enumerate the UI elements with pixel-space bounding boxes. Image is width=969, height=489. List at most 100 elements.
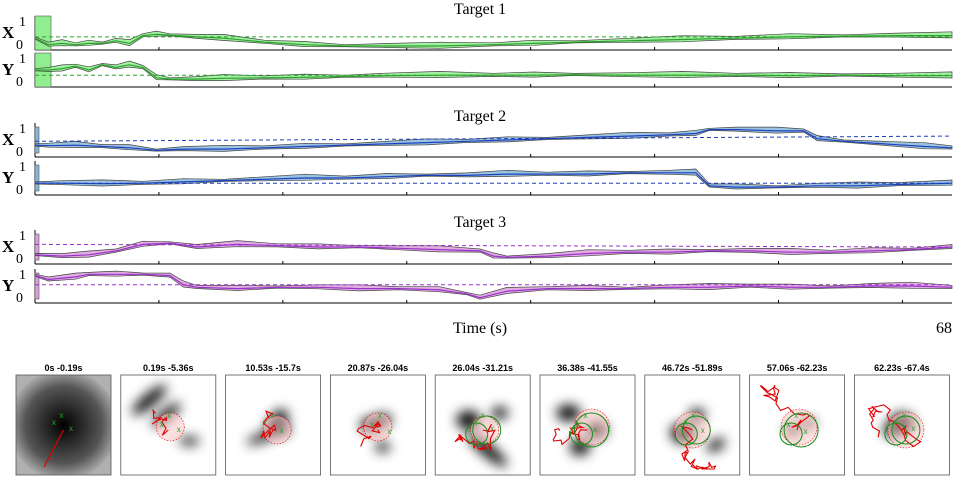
truth-line [34, 243, 953, 248]
estimate-circle [884, 422, 908, 446]
y-tick-label-bottom: 0 [16, 252, 23, 267]
density-blob [491, 407, 508, 419]
estimate-circle [465, 422, 489, 446]
snapshot-frame [329, 374, 426, 476]
uncertainty-circle [573, 408, 610, 446]
estimate-circle [472, 415, 502, 445]
estimate-line [34, 129, 953, 152]
target-marker: x [387, 427, 391, 436]
estimate-circle [681, 415, 711, 445]
snapshot-label: 0s -0.19s [44, 363, 82, 373]
uncertainty-band [34, 126, 953, 152]
y-tick-label-top: 1 [19, 160, 26, 175]
truth-line [34, 135, 953, 142]
snapshot-label: 36.38s -41.55s [557, 363, 618, 373]
estimate-line [34, 242, 953, 259]
x-axis-end-label: 68 [936, 320, 952, 337]
snapshot-label: 46.72s -51.89s [662, 363, 723, 373]
target-marker: x [280, 426, 284, 435]
y-tick-label-bottom: 0 [16, 75, 23, 90]
target-marker: x [69, 424, 73, 433]
panel-x: X1 0 [2, 229, 953, 267]
uncertainty-circle [262, 415, 292, 445]
track-line [43, 429, 65, 468]
initial-uncertainty-block [34, 164, 40, 192]
estimate-circle [570, 422, 593, 446]
uncertainty-band [34, 30, 953, 49]
track-line [680, 425, 717, 471]
y-tick-label-top: 1 [19, 52, 26, 67]
estimate-line [34, 273, 953, 299]
track-line [454, 423, 496, 451]
chart-title: Target 3 [454, 214, 506, 231]
snapshot-frame [854, 374, 950, 476]
y-tick-label-bottom: 0 [16, 145, 23, 160]
snapshot-label: 57.06s -62.23s [767, 363, 828, 373]
target-marker: x [52, 418, 56, 427]
target-marker: x [177, 425, 181, 434]
target-marker: x [804, 427, 808, 436]
density-blob [375, 442, 390, 452]
chart-title: Target 2 [454, 108, 506, 125]
snapshot-label: 20.87s -26.04s [348, 363, 409, 373]
estimate-circle [779, 422, 803, 446]
panel-y: Y1 0 [2, 52, 953, 90]
track-line [356, 420, 382, 447]
y-tick-label-top: 1 [19, 229, 26, 244]
snapshot-label: 26.04s -31.21s [452, 363, 513, 373]
target-marker: x [370, 420, 374, 429]
panel-label: Y [2, 60, 14, 79]
target-marker: x [576, 420, 580, 429]
target-marker: x [263, 418, 267, 427]
uncertainty-band [34, 168, 953, 190]
snapshot-frame [15, 374, 112, 476]
target-marker: x [270, 411, 274, 420]
target-marker: x [481, 411, 485, 420]
snapshot-label: 10.53s -15.7s [245, 363, 301, 373]
target-marker: x [490, 424, 494, 433]
initial-uncertainty-block [34, 126, 40, 154]
target-marker: x [701, 426, 705, 435]
y-tick-label-top: 1 [19, 122, 26, 137]
target-marker: x [691, 411, 695, 420]
target-marker: x [378, 411, 382, 420]
x-axis-label: Time (s) [453, 320, 507, 337]
chart-title: Target 1 [454, 1, 506, 18]
density-blob [179, 437, 200, 445]
panel-label: Y [2, 276, 14, 295]
target-marker: x [60, 411, 64, 420]
snapshot-frame [539, 374, 636, 476]
snapshot-label: 62.23s -67.4s [874, 363, 930, 373]
prior-density [16, 375, 111, 475]
snapshot-frame [225, 374, 322, 476]
snapshot-frame [120, 374, 217, 476]
panel-label: Y [2, 168, 14, 187]
panel-label: X [2, 23, 15, 42]
density-blob [132, 385, 167, 415]
y-tick-label-bottom: 0 [16, 183, 23, 198]
target-marker: x [787, 420, 791, 429]
density-blob [707, 438, 726, 452]
estimate-line [35, 172, 953, 188]
target-marker: x [902, 411, 906, 420]
initial-uncertainty-block [34, 233, 40, 261]
y-tick-label-top: 1 [19, 15, 26, 30]
snapshot-frame [644, 374, 741, 476]
target-marker: x [473, 418, 477, 427]
track-line [552, 420, 588, 446]
track-line [260, 410, 277, 440]
target-marker: x [584, 411, 588, 420]
density-blob [556, 405, 581, 421]
target-marker: x [894, 418, 898, 427]
target-marker: x [160, 420, 164, 429]
